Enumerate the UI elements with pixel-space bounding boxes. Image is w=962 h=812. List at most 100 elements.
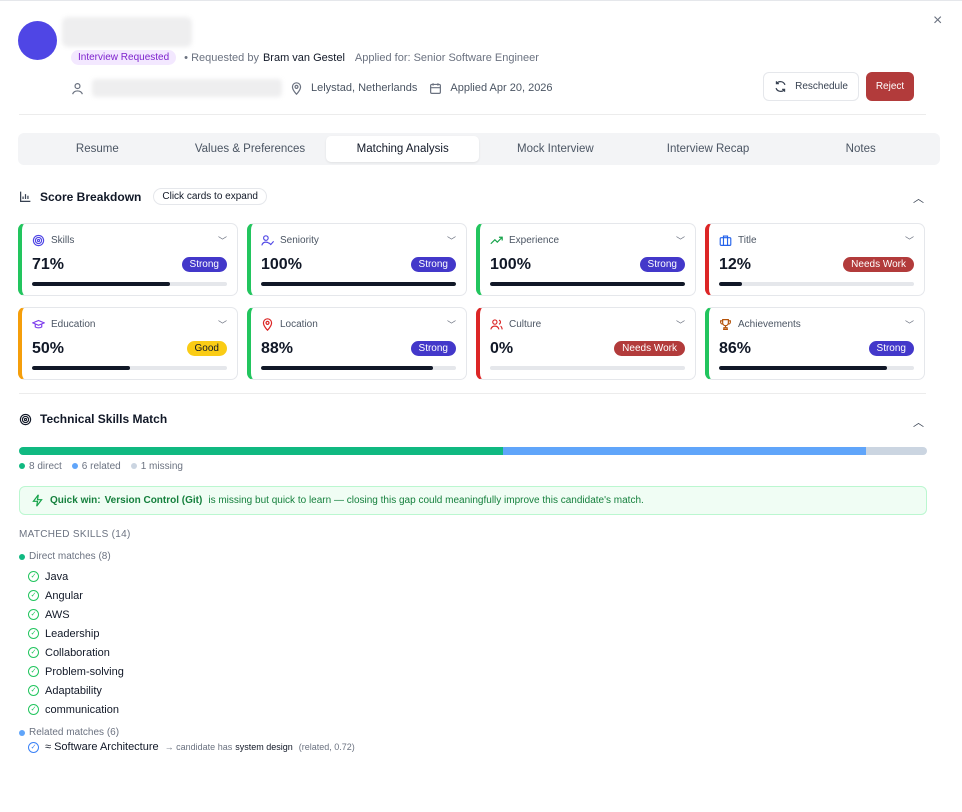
technical-skills-header[interactable]: Technical Skills Match (19, 412, 167, 426)
tab-notes[interactable]: Notes (845, 143, 876, 155)
card-progress-bar (490, 282, 685, 286)
quick-win-skill: Version Control (Git) (104, 495, 203, 506)
card-label: Culture (509, 319, 542, 330)
card-rating-badge: Needs Work (843, 257, 914, 272)
score-card-skills[interactable]: Skills ﹀ 71% Strong (18, 223, 238, 296)
chevron-down-icon[interactable]: ﹀ (446, 236, 456, 246)
card-score: 88% (261, 340, 294, 357)
legend-label: 6 related (81, 461, 121, 472)
chevron-down-icon[interactable]: ﹀ (904, 236, 914, 246)
card-header: Location ﹀ (261, 318, 456, 331)
tab-resume[interactable]: Resume (75, 143, 119, 155)
direct-matches-header: Direct matches (8) (19, 551, 111, 562)
chevron-down-icon[interactable]: ﹀ (675, 236, 685, 246)
card-score: 100% (490, 256, 531, 273)
scroll-fade (0, 761, 962, 812)
score-cards: Skills ﹀ 71% Strong Seniority ﹀ 100% Str… (18, 223, 928, 380)
expand-hint: Click cards to expand (153, 188, 267, 205)
skill-name: communication (45, 703, 119, 716)
check-circle-icon: ✓ (28, 609, 39, 620)
score-breakdown-header[interactable]: Score Breakdown Click cards to expand (19, 188, 267, 205)
legend-item: 6 related (71, 461, 121, 472)
check-circle-icon: ✓ (28, 704, 39, 715)
skill-match-legend: 8 direct 6 related 1 missing (19, 461, 183, 472)
card-label: Skills (51, 235, 75, 246)
direct-matches-label: Direct matches (8) (29, 551, 111, 562)
chevron-down-icon[interactable]: ﹀ (904, 320, 914, 330)
bar-chart-icon (19, 190, 32, 203)
related-matches-header: Related matches (6) (19, 727, 119, 738)
status-row: Interview Requested • Requested by Bram … (71, 50, 539, 65)
card-header: Skills ﹀ (32, 234, 227, 247)
score-card-seniority[interactable]: Seniority ﹀ 100% Strong (247, 223, 467, 296)
candidate-name-redacted (62, 17, 192, 47)
score-card-culture[interactable]: Culture ﹀ 0% Needs Work (476, 307, 696, 380)
collapse-technical-icon[interactable]: ︿ (913, 417, 924, 429)
technical-skills-title: Technical Skills Match (40, 412, 168, 426)
reschedule-label: Reschedule (795, 81, 848, 92)
tab-bar: Resume Values & Preferences Matching Analy… (18, 133, 940, 165)
score-card-education[interactable]: Education ﹀ 50% Good (18, 307, 238, 380)
reject-button[interactable]: Reject (866, 72, 914, 101)
list-item: ✓ Problem-solving (28, 662, 124, 681)
related-arrow-text: → candidate has (164, 742, 233, 752)
dot-icon (130, 463, 137, 469)
meta-row: Lelystad, Netherlands Applied Apr 20, 20… (71, 79, 553, 97)
applied-date: Applied Apr 20, 2026 (450, 82, 553, 94)
list-item: ✓ Java (28, 567, 124, 586)
status-badge: Interview Requested (71, 50, 177, 65)
card-score: 71% (32, 256, 65, 273)
close-icon[interactable]: × (933, 12, 943, 29)
score-card-title[interactable]: Title ﹀ 12% Needs Work (705, 223, 925, 296)
users-icon (490, 318, 503, 331)
quick-win-text: is missing but quick to learn — closing … (208, 495, 644, 506)
collapse-score-icon[interactable]: ︿ (913, 193, 924, 205)
dot-icon (19, 729, 25, 736)
requested-prefix: • Requested by (184, 51, 259, 64)
chevron-down-icon[interactable]: ﹀ (675, 320, 685, 330)
chevron-down-icon[interactable]: ﹀ (446, 320, 456, 330)
card-progress-bar (719, 282, 914, 286)
skill-match-segment (866, 447, 927, 455)
skill-name: Problem-solving (45, 665, 124, 678)
trending-up-icon (490, 234, 503, 247)
card-header: Achievements ﹀ (719, 318, 914, 331)
check-circle-icon: ✓ (28, 685, 39, 696)
card-label: Experience (509, 235, 560, 246)
tab-mock-interview[interactable]: Mock Interview (517, 143, 594, 155)
card-rating-badge: Strong (868, 341, 914, 356)
card-progress-bar (261, 366, 456, 370)
list-item: ✓ Adaptability (28, 681, 124, 700)
score-card-location[interactable]: Location ﹀ 88% Strong (247, 307, 467, 380)
chevron-down-icon[interactable]: ﹀ (217, 236, 227, 246)
skill-match-bar (19, 447, 927, 455)
skill-name: Leadership (45, 627, 100, 640)
legend-label: 1 missing (140, 461, 183, 472)
score-card-achievements[interactable]: Achievements ﹀ 86% Strong (705, 307, 925, 380)
candidate-skill: system design (235, 742, 293, 752)
skill-name: Angular (45, 589, 83, 602)
related-skill-name: ≈ Software Architecture (45, 741, 159, 753)
card-header: Education ﹀ (32, 318, 227, 331)
skill-name: AWS (45, 608, 70, 621)
matched-skills-header: MATCHED SKILLS (14) (19, 529, 131, 540)
dot-icon (19, 553, 25, 560)
tab-matching-analysis[interactable]: Matching Analysis (326, 136, 480, 162)
divider (19, 393, 926, 394)
card-progress-fill (261, 282, 456, 286)
check-circle-icon: ✓ (28, 666, 39, 677)
card-score: 50% (32, 340, 65, 357)
skill-name: Collaboration (45, 646, 110, 659)
tab-interview-recap[interactable]: Interview Recap (666, 143, 750, 155)
card-rating-badge: Strong (410, 257, 456, 272)
score-breakdown-title: Score Breakdown (40, 189, 142, 204)
briefcase-icon (719, 234, 732, 247)
legend-item: 8 direct (19, 461, 62, 472)
chevron-down-icon[interactable]: ﹀ (217, 320, 227, 330)
score-card-experience[interactable]: Experience ﹀ 100% Strong (476, 223, 696, 296)
reschedule-button[interactable]: Reschedule (763, 72, 859, 101)
tab-values-preferences[interactable]: Values & Preferences (194, 143, 306, 155)
related-detail: (related, 0.72) (298, 742, 355, 752)
dot-icon (71, 463, 78, 469)
